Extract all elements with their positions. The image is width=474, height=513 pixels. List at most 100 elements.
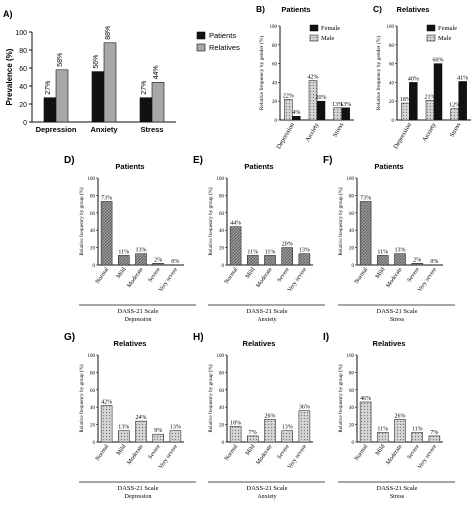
y-tick-label: 60 (19, 66, 27, 73)
bar (100, 405, 113, 443)
x-axis-subtitle: Anxiety (257, 494, 276, 500)
bar-value-label: 13% (136, 248, 147, 254)
y-axis-title: Relative frequency by group (%) (78, 364, 85, 433)
bar-value-label: 11% (412, 426, 423, 432)
bar-value-label: 36% (299, 405, 310, 411)
y-tick-label: 60 (389, 63, 395, 68)
category-label: Depression (275, 121, 296, 150)
bar (341, 107, 350, 121)
bar (409, 82, 418, 121)
x-axis-title: DASS-21 Scale (377, 308, 418, 315)
category-label: Moderate (386, 266, 404, 289)
bar (316, 100, 326, 121)
legend-swatch (309, 34, 319, 42)
category-label: Mild (116, 444, 128, 457)
bar-value-label: 27% (45, 81, 52, 95)
y-tick-label: 60 (90, 389, 96, 394)
bar-value-label: 7% (430, 430, 438, 436)
bar-value-label: 13% (282, 425, 293, 431)
y-tick-label: 20 (219, 424, 225, 429)
bar-value-label: 20% (282, 242, 293, 248)
y-tick-label: 100 (88, 354, 96, 359)
panel-a: A) 0 20 40 60 80 100 Prevalence (%) 27% 58% Depres… (3, 9, 240, 134)
bar (450, 108, 459, 121)
category-label: Mild (375, 444, 387, 457)
x-axis-subtitle: Stress (390, 317, 405, 323)
category-label: Anxiety (304, 121, 321, 143)
bar (139, 97, 153, 123)
panel-title: Relatives (373, 339, 406, 348)
bar-value-label: 26% (395, 413, 406, 419)
legend-label: Patients (209, 31, 236, 40)
category-label: Severe (407, 266, 421, 283)
y-axis-title: Relative frequency by group (%) (207, 187, 214, 256)
bar-value-label: 21% (425, 94, 436, 100)
bar (359, 201, 372, 266)
category-label: Normal (354, 443, 370, 462)
panel-label: H) (193, 332, 204, 343)
category-label: Mild (245, 267, 257, 280)
y-tick-label: 100 (347, 177, 355, 182)
legend-label: Male (321, 35, 334, 42)
bar (152, 263, 164, 266)
y-tick-label: 20 (272, 100, 278, 105)
y-tick-label: 40 (389, 81, 395, 86)
bar (411, 432, 423, 443)
y-tick-label: 0 (93, 441, 96, 446)
bar (100, 201, 113, 266)
category-label: Severe (277, 266, 291, 283)
y-tick-label: 100 (270, 25, 278, 30)
bar-value-label: 7% (249, 430, 257, 436)
bar-value-label: 4% (292, 110, 300, 116)
x-axis-title: DASS-21 Scale (247, 485, 288, 492)
bar-value-label: 9% (154, 428, 162, 434)
x-axis-subtitle: Stress (390, 494, 405, 500)
y-axis-title: Relative frequency by group (%) (337, 187, 344, 256)
category-label: Normal (354, 266, 370, 285)
bar-value-label: 26% (265, 413, 276, 419)
y-tick-label: 100 (217, 177, 225, 182)
bar-value-label: 0% (430, 259, 438, 265)
panel-label: F) (323, 155, 332, 166)
bar (377, 432, 389, 443)
legend-swatch (309, 24, 319, 32)
y-tick-label: 20 (19, 102, 27, 109)
bar-value-label: 13% (170, 425, 181, 431)
bar-value-label: 11% (265, 249, 276, 255)
bar-value-label: 42% (308, 75, 319, 81)
x-axis-subtitle: Depression (125, 317, 152, 323)
y-tick-label: 20 (389, 100, 395, 105)
legend-swatch (426, 24, 436, 32)
bar-value-label: 88% (105, 26, 112, 40)
y-tick-label: 100 (347, 354, 355, 359)
x-axis-subtitle: Depression (125, 494, 152, 500)
bar (428, 435, 441, 443)
panel-title: Relatives (243, 339, 276, 348)
bar (264, 255, 276, 266)
bar-value-label: 73% (360, 195, 371, 201)
bar-value-label: 27% (141, 81, 148, 95)
legend-label: Male (438, 35, 451, 42)
bar-value-label: 44% (153, 65, 160, 79)
bar (91, 71, 105, 123)
y-tick-label: 100 (217, 354, 225, 359)
bar (118, 430, 130, 443)
category-label: Depression (36, 125, 77, 134)
y-tick-label: 100 (15, 30, 27, 37)
bar-value-label: 40% (408, 76, 419, 82)
category-label: Anxiety (90, 125, 118, 134)
y-tick-label: 40 (90, 406, 96, 411)
bar (433, 63, 443, 121)
bar (118, 255, 130, 266)
y-tick-label: 80 (90, 194, 96, 199)
y-tick-label: 0 (275, 119, 278, 124)
chart-layer: A) 0 20 40 60 80 100 Prevalence (%) 27% 58% Depres… (3, 4, 471, 500)
category-label: Mild (116, 267, 128, 280)
panel-title: Patients (115, 162, 144, 171)
bar (229, 426, 242, 443)
y-tick-label: 0 (23, 120, 27, 127)
category-label: Depression (392, 121, 413, 150)
category-label: Severe (148, 443, 162, 460)
